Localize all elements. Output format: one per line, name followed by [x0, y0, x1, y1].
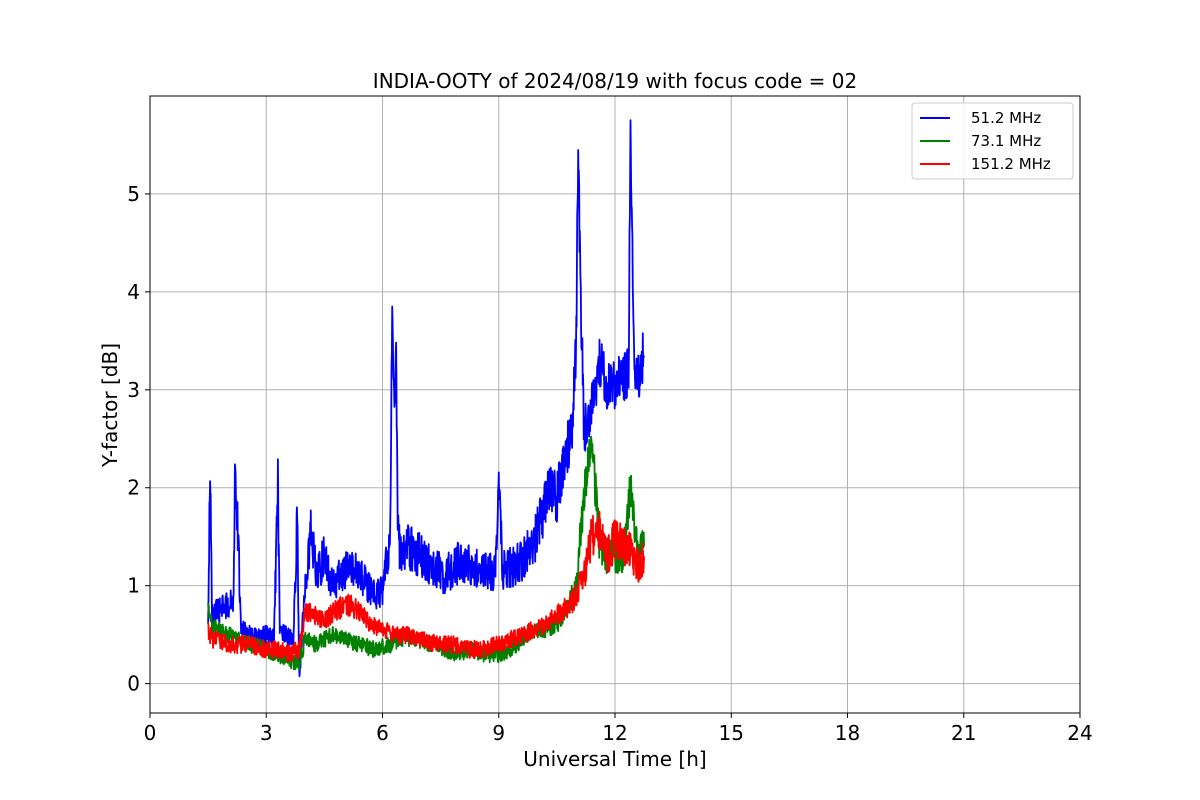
series-line-2 [207, 510, 645, 663]
legend-entry-label: 51.2 MHz [971, 109, 1041, 127]
y-tick-label: 4 [127, 280, 140, 304]
legend-entry-label: 151.2 MHz [971, 155, 1051, 173]
y-tick-label: 1 [127, 574, 140, 598]
x-tick-label: 0 [144, 721, 157, 745]
x-tick-label: 9 [492, 721, 505, 745]
series-line-0 [207, 119, 645, 678]
x-tick-label: 21 [951, 721, 976, 745]
legend: 51.2 MHz 73.1 MHz 151.2 MHz [911, 102, 1074, 180]
x-axis-label: Universal Time [h] [523, 747, 706, 771]
x-tick-label: 15 [719, 721, 744, 745]
y-tick-label: 2 [127, 476, 140, 500]
x-tick-label: 24 [1067, 721, 1092, 745]
x-tick-label: 18 [835, 721, 860, 745]
x-tick-label: 12 [602, 721, 627, 745]
y-axis-label: Y-factor [dB] [98, 343, 122, 468]
legend-entry-label: 73.1 MHz [971, 132, 1041, 150]
chart-title: INDIA-OOTY of 2024/08/19 with focus code… [373, 69, 857, 93]
y-tick-label: 5 [127, 182, 140, 206]
legend-box [911, 102, 1074, 180]
y-tick-label: 3 [127, 378, 140, 402]
y-tick-label: 0 [127, 672, 140, 696]
x-tick-label: 6 [376, 721, 389, 745]
x-tick-label: 3 [260, 721, 273, 745]
series-group [207, 119, 645, 678]
